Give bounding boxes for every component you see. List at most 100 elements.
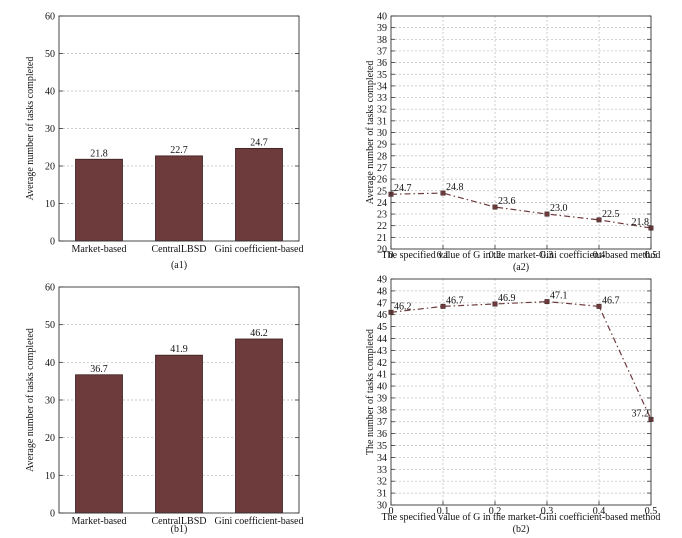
- data-label: 46.7: [602, 295, 620, 306]
- data-point: [492, 301, 498, 307]
- data-point: [544, 299, 550, 305]
- x-tick-label: 0.5: [645, 506, 658, 517]
- y-tick-label: 33: [377, 93, 387, 104]
- y-tick-label: 30: [45, 396, 55, 407]
- chart-a1: 0 10 20 30 40 50 60 Average number of tasks com…: [25, 12, 303, 272]
- y-tick-label: 42: [377, 358, 387, 369]
- chart-b1: 0 10 20 30 40 50 60 Average number of tasks com…: [25, 283, 303, 536]
- y-tick-label: 60: [45, 12, 55, 23]
- y-tick-label: 0: [50, 237, 55, 248]
- plot-frame: [58, 15, 300, 242]
- data-label: 24.8: [446, 182, 464, 193]
- y-tick-label: 0: [50, 509, 55, 520]
- y-tick-label: 25: [377, 186, 387, 197]
- y-tick-label: 23: [377, 210, 387, 221]
- y-tick-label: 20: [377, 245, 387, 256]
- x-tick-label: Market-based: [72, 244, 127, 255]
- data-point: [544, 211, 550, 217]
- y-tick-label: 46: [377, 310, 387, 321]
- bar: [155, 155, 203, 242]
- y-tick-label: 43: [377, 346, 387, 357]
- data-point: [596, 217, 602, 223]
- y-tick-label: 44: [377, 334, 387, 345]
- bar: [155, 354, 203, 514]
- x-tick-label: 0.1: [437, 506, 450, 517]
- y-tick-label: 50: [45, 320, 55, 331]
- y-tick-label: 20: [45, 433, 55, 444]
- y-tick-label: 35: [377, 441, 387, 452]
- y-tick-label: 33: [377, 465, 387, 476]
- x-tick-label: 0.4: [593, 506, 606, 517]
- y-tick-label: 30: [377, 128, 387, 139]
- bar: [75, 374, 123, 514]
- y-tick-label: 45: [377, 322, 387, 333]
- data-label: 46.7: [446, 295, 464, 306]
- y-axis-label: Average number of tasks completed: [365, 61, 376, 205]
- y-tick-label: 31: [377, 116, 387, 127]
- y-tick-label: 38: [377, 35, 387, 46]
- x-tick-label: 0: [389, 250, 394, 261]
- y-tick-label: 29: [377, 140, 387, 151]
- x-tick-label: 0.1: [437, 250, 450, 261]
- y-tick-label: 32: [377, 477, 387, 488]
- bar-value-label: 21.8: [90, 148, 108, 159]
- data-point: [440, 303, 446, 309]
- data-label: 47.1: [550, 291, 568, 302]
- y-tick-label: 40: [45, 358, 55, 369]
- y-tick-label: 10: [45, 471, 55, 482]
- y-tick-label: 22: [377, 221, 387, 232]
- chart-b2: 3031323334353637383940414243444546474849…: [365, 275, 660, 536]
- x-tick-label: CentralLBSD: [152, 244, 207, 255]
- y-axis-label: Average number of tasks completed: [25, 57, 36, 201]
- bar-value-label: 22.7: [170, 145, 188, 156]
- bar-value-label: 36.7: [90, 364, 108, 375]
- x-axis-label: The specified value of G in the market-G…: [382, 512, 661, 523]
- y-tick-label: 26: [377, 175, 387, 186]
- bar: [235, 147, 283, 242]
- bar-value-label: 46.2: [250, 328, 268, 339]
- subfigure-caption: (a1): [171, 260, 187, 271]
- bar-value-label: 24.7: [250, 137, 268, 148]
- data-point: [440, 190, 446, 196]
- subfigure-caption: (b2): [513, 524, 530, 535]
- y-axis-label: The number of tasks completed: [365, 329, 376, 455]
- y-tick-label: 27: [377, 163, 387, 174]
- y-tick-label: 10: [45, 199, 55, 210]
- y-tick-label: 37: [377, 46, 387, 57]
- x-axis-label: The specified value of G in the market-G…: [382, 250, 661, 261]
- x-tick-label: 0.3: [541, 506, 554, 517]
- bar: [235, 338, 283, 514]
- x-tick-label: 0.2: [489, 506, 502, 517]
- data-label: 22.5: [602, 209, 620, 220]
- data-label: 21.8: [632, 217, 650, 228]
- y-tick-label: 34: [377, 81, 387, 92]
- series-line: [390, 300, 652, 420]
- y-tick-label: 24: [377, 198, 387, 209]
- y-tick-label: 34: [377, 453, 387, 464]
- x-tick-label: 0.5: [645, 250, 658, 261]
- y-tick-label: 37: [377, 417, 387, 428]
- series-line: [390, 192, 652, 229]
- bar-value-label: 41.9: [170, 344, 188, 355]
- y-tick-label: 35: [377, 70, 387, 81]
- y-tick-label: 47: [377, 298, 387, 309]
- y-tick-label: 32: [377, 105, 387, 116]
- subfigure-caption: (a2): [513, 262, 529, 273]
- x-tick-label: Gini coefficient-based: [215, 244, 304, 255]
- y-tick-label: 39: [377, 23, 387, 34]
- y-tick-label: 30: [45, 124, 55, 135]
- plot-frame: [58, 286, 300, 514]
- y-tick-label: 49: [377, 275, 387, 286]
- data-label: 46.9: [498, 293, 516, 304]
- subfigure-caption: (b1): [171, 524, 188, 535]
- data-label: 23.0: [550, 203, 568, 214]
- chart-a2: 2021222324252627282930313233343536373839…: [365, 12, 660, 274]
- x-tick-label: Gini coefficient-based: [215, 516, 304, 527]
- data-point: [596, 303, 602, 309]
- y-tick-label: 39: [377, 393, 387, 404]
- data-label: 46.2: [394, 301, 412, 312]
- y-axis-label: Average number of tasks completed: [25, 328, 36, 472]
- x-tick-label: 0.4: [593, 250, 606, 261]
- y-tick-label: 40: [377, 382, 387, 393]
